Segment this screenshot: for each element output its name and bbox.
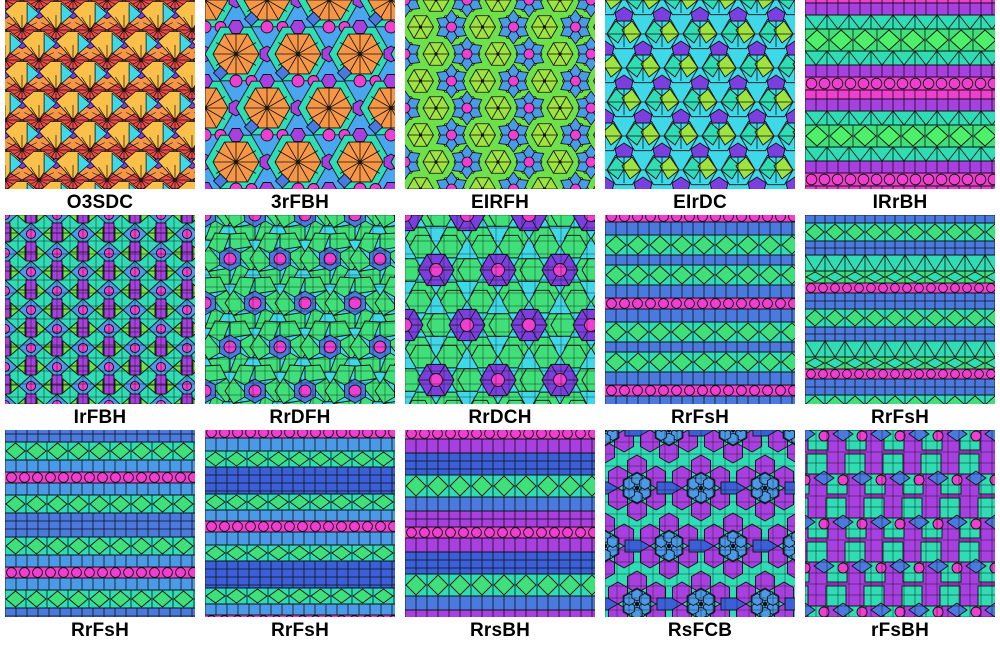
tiling-label: IrFBH: [73, 407, 127, 428]
tiling-thumbnail-rsfcb[interactable]: [605, 430, 795, 617]
tiling-cell: RrDCH: [400, 215, 600, 430]
tiling-label: 3rFBH: [270, 192, 329, 213]
tiling-thumbnail-rrfsh[interactable]: [605, 215, 795, 404]
tiling-thumbnail-3rfbh[interactable]: [205, 0, 395, 189]
tiling-cell: RrFsH: [800, 215, 1000, 430]
tiling-cell: 3rFBH: [200, 0, 400, 215]
tiling-thumbnail-rrdch[interactable]: [405, 215, 595, 404]
tiling-cell: O3SDC: [0, 0, 200, 215]
tiling-thumbnail-eirfh[interactable]: [405, 0, 595, 189]
tiling-thumbnail-rrsbh[interactable]: [405, 430, 595, 617]
tiling-cell: EIrDC: [600, 0, 800, 215]
tiling-label: RrsBH: [469, 620, 531, 641]
tiling-cell: RrFsH: [0, 430, 200, 643]
tiling-thumbnail-irfbh[interactable]: [5, 215, 195, 404]
tiling-cell: RrFsH: [600, 215, 800, 430]
tiling-thumbnail-rfsbh[interactable]: [805, 430, 995, 617]
tiling-label: RsFCB: [667, 620, 733, 641]
tiling-thumbnail-o3sdc[interactable]: [5, 0, 195, 189]
tiling-thumbnail-irrbh[interactable]: [805, 0, 995, 189]
tiling-label: RrFsH: [670, 407, 729, 428]
tiling-label: EIRFH: [471, 192, 529, 213]
tiling-label: rFsBH: [870, 620, 929, 641]
tiling-thumbnail-rrfsh[interactable]: [805, 215, 995, 404]
tiling-cell: RsFCB: [600, 430, 800, 643]
tiling-label: IRrBH: [872, 192, 928, 213]
tiling-cell: IrFBH: [0, 215, 200, 430]
tiling-label: RrDCH: [468, 407, 532, 428]
tiling-thumbnail-rrfsh[interactable]: [205, 430, 395, 617]
tiling-label: RrFsH: [270, 620, 329, 641]
tiling-label: EIrDC: [673, 192, 727, 213]
tiling-thumbnail-eirdc[interactable]: [605, 0, 795, 189]
tiling-cell: RrFsH: [200, 430, 400, 643]
tiling-cell: IRrBH: [800, 0, 1000, 215]
tiling-thumbnail-rrfsh[interactable]: [5, 430, 195, 617]
tiling-cell: RrDFH: [200, 215, 400, 430]
tiling-thumbnail-rrdfh[interactable]: [205, 215, 395, 404]
tiling-label: O3SDC: [66, 192, 134, 213]
tiling-label: RrDFH: [269, 407, 331, 428]
tiling-cell: RrsBH: [400, 430, 600, 643]
tiling-cell: EIRFH: [400, 0, 600, 215]
tiling-cell: rFsBH: [800, 430, 1000, 643]
tiling-label: RrFsH: [70, 620, 129, 641]
tiling-label: RrFsH: [870, 407, 929, 428]
